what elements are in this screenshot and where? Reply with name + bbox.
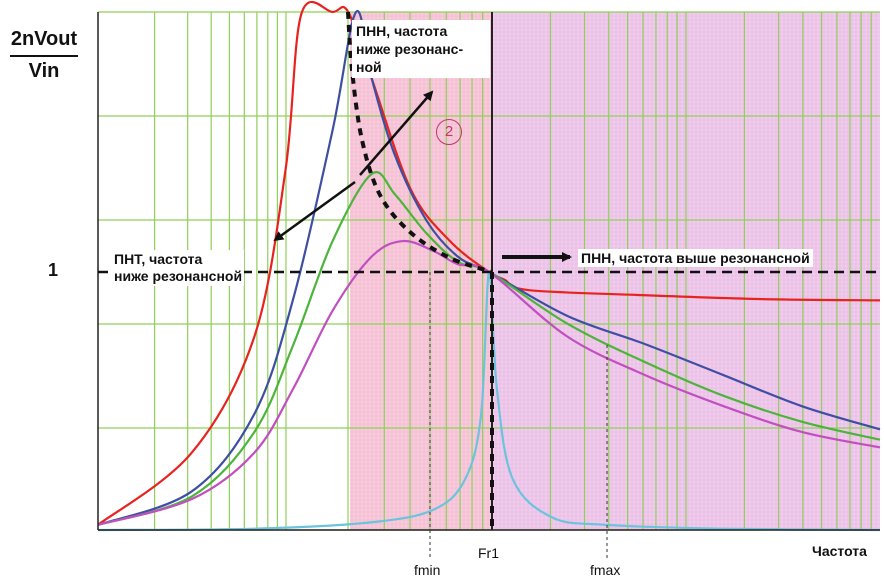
zcs-below-label-line1: ПНТ, частота [114,251,203,267]
zcs-below-label: ПНТ, частота ниже резонансной [112,250,245,286]
gain-curve-1 [97,10,881,526]
zvs-below-label-line1: ПНН, частота [356,23,448,39]
y-axis-label-numerator: 2nVout [10,28,78,50]
y-tick-1: 1 [48,260,59,280]
arrow-zcs [273,180,356,242]
zvs-below-label-line3: ной [356,59,382,75]
circle-marker-label: 2 [444,123,454,140]
zvs-below-label: ПНН, частота ниже резонанс- ной [352,20,490,78]
gain-curve-3 [97,239,881,526]
x-marker-fr1: Fr1 [478,545,499,561]
zvs-above-label: ПНН, частота выше резонансной [578,249,813,267]
x-marker-fmax: fmax [590,562,621,578]
zcs-below-label-line2: ниже резонансной [114,268,243,284]
circle-marker-2: 2 [436,119,462,145]
x-marker-fmin: fmin [414,562,441,578]
x-axis-label: Частота [812,543,867,559]
major-grid [98,11,880,531]
arrow-zvs-below [359,90,434,176]
y-axis-label-fraction-bar [10,55,78,57]
y-axis-label: 2nVout Vin [4,28,84,83]
gain-curve-2 [97,171,881,526]
zvs-below-label-line2: ниже резонанс- [356,41,464,57]
y-axis-label-denominator: Vin [28,60,60,82]
gain-curves [97,0,881,532]
